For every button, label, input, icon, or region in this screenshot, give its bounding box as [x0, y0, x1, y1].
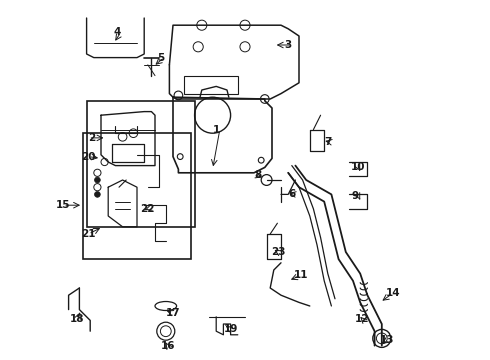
Text: 14: 14: [386, 288, 400, 298]
Text: 16: 16: [160, 341, 175, 351]
Text: 1: 1: [213, 125, 220, 135]
Text: 5: 5: [157, 53, 164, 63]
Text: 13: 13: [380, 335, 394, 345]
Text: 12: 12: [355, 314, 369, 324]
Text: 4: 4: [114, 27, 121, 37]
Bar: [184, 76, 238, 94]
Text: 15: 15: [56, 200, 71, 210]
Text: 2: 2: [88, 133, 96, 143]
Text: 3: 3: [285, 40, 292, 50]
Bar: [87, 101, 195, 227]
Text: 17: 17: [166, 308, 180, 318]
Text: 20: 20: [81, 152, 96, 162]
Text: 22: 22: [141, 204, 155, 214]
Circle shape: [95, 192, 100, 197]
Text: 10: 10: [351, 162, 366, 172]
Text: 23: 23: [271, 247, 285, 257]
Text: 21: 21: [81, 229, 96, 239]
Text: 7: 7: [324, 137, 332, 147]
Circle shape: [95, 177, 100, 183]
Text: 18: 18: [70, 314, 85, 324]
Text: 8: 8: [254, 170, 261, 180]
Text: 11: 11: [294, 270, 308, 280]
Text: 19: 19: [223, 324, 238, 334]
Text: 9: 9: [351, 191, 358, 201]
Text: 6: 6: [288, 189, 295, 199]
Bar: [83, 133, 191, 259]
